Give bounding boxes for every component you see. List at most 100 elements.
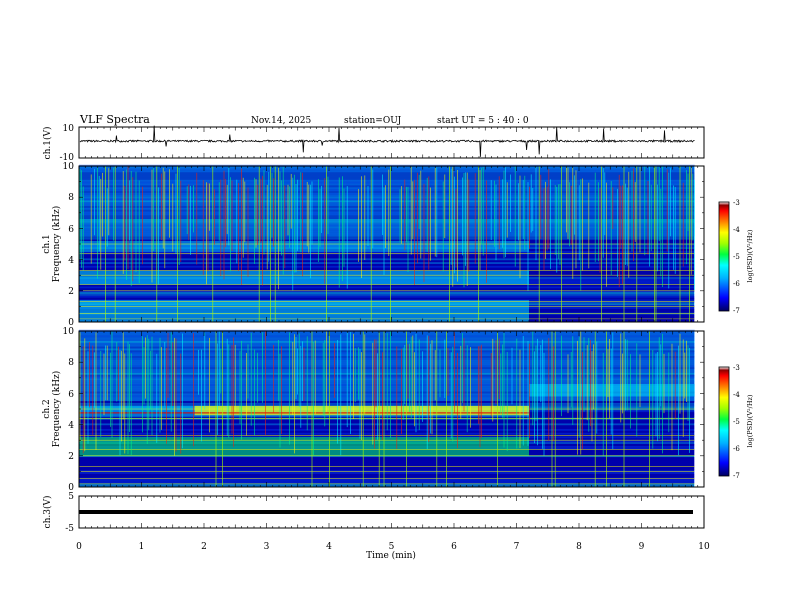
ch1-ytick-top: 10	[63, 124, 75, 134]
spectral-stripe	[79, 400, 695, 403]
ch1-spectrogram-ticks	[78, 165, 705, 323]
spectral-stripe	[79, 166, 695, 169]
ch2-cb-tick-m7: -7	[733, 472, 740, 480]
spectral-stripe	[79, 198, 695, 201]
spectral-stripe	[79, 464, 695, 467]
spectral-stripe	[79, 205, 695, 208]
spectral-stripe	[79, 365, 695, 368]
emission-band	[79, 270, 529, 285]
x-axis-label: Time (min)	[366, 550, 416, 561]
date-label: Nov.14, 2025	[251, 116, 312, 126]
ch1-cb-tick-m6: -6	[733, 280, 740, 288]
ch3-waveform-line	[79, 510, 693, 514]
spectral-stripe	[79, 331, 695, 334]
ch3-waveform-panel: 5 -5 ch.3(V)	[42, 492, 705, 534]
spectral-stripe	[79, 219, 695, 221]
spectral-stripe	[79, 457, 695, 459]
spectral-stripe	[79, 267, 695, 270]
xtick-10: 10	[698, 542, 710, 552]
ch1-cb-tick-m5: -5	[733, 253, 740, 261]
ch1-frequency-tick-labels: 0 2 4 6 8 10	[63, 162, 75, 328]
xtick-2: 2	[201, 542, 207, 552]
spectral-stripe	[79, 342, 695, 345]
ch2-cb-tick-m3: -3	[733, 364, 740, 372]
start-time-label: start UT = 5 : 40 : 0	[437, 116, 529, 126]
spectral-stripe	[79, 460, 695, 463]
spectral-stripe	[79, 213, 695, 216]
ch1-waveform-ylabel: ch.1(V)	[42, 127, 53, 160]
spectral-stripe	[79, 380, 695, 383]
spectral-stripe	[79, 174, 695, 176]
spectral-stripe	[79, 262, 695, 264]
spectral-stripe	[79, 230, 695, 233]
spectral-stripe	[79, 194, 695, 197]
spectral-stripe	[79, 376, 695, 379]
spectral-stripe	[79, 215, 695, 218]
spectral-stripe	[79, 473, 695, 476]
spectral-stripe	[79, 363, 695, 366]
xtick-9: 9	[639, 542, 645, 552]
spectral-stripe	[79, 399, 695, 401]
ch2-channel-label: ch.2	[42, 399, 52, 418]
ch2-ytick-6: 6	[68, 390, 74, 400]
ch1-ytick-0: 0	[68, 318, 74, 328]
ch2-ytick-4: 4	[68, 421, 74, 431]
spectral-stripe	[79, 423, 695, 426]
spectral-stripe	[79, 402, 695, 405]
spectral-stripe	[79, 458, 695, 461]
ch1-colorbar-label: log(PSD)(V²/Hz)	[746, 229, 754, 282]
spectral-stripe	[79, 404, 695, 407]
spectral-stripe	[79, 220, 695, 223]
spectral-stripe	[79, 175, 695, 178]
spectral-stripe	[79, 466, 695, 469]
xtick-0: 0	[76, 542, 82, 552]
spectral-stripe	[79, 293, 695, 296]
spectral-stripe	[79, 425, 695, 428]
ch2-colorbar-label: log(PSD)(V²/Hz)	[746, 394, 754, 447]
spectral-stripe	[79, 387, 695, 390]
spectral-stripe	[79, 393, 695, 396]
spectral-stripe	[79, 340, 695, 343]
spectral-stripe	[79, 485, 695, 487]
spectral-stripe	[79, 192, 695, 195]
spectral-stripe	[79, 179, 695, 182]
spectral-stripe	[79, 475, 695, 478]
ch1-ytick-10: 10	[63, 162, 75, 172]
spectral-stripe	[79, 384, 695, 386]
spectral-stripe	[79, 395, 695, 398]
ch2-spectrogram-marks	[79, 329, 695, 487]
spectral-stripe	[79, 202, 695, 205]
spectral-stripe	[79, 209, 695, 212]
xtick-4: 4	[326, 542, 332, 552]
spectral-stripe	[79, 237, 695, 240]
spectral-stripe	[79, 295, 695, 298]
ch2-spectrogram-panel: 0 2 4 6 8 10 ch.2 Frequency (kHz)	[42, 327, 705, 493]
ch2-ytick-10: 10	[63, 327, 75, 337]
spectral-stripe	[79, 382, 695, 385]
ch2-ytick-0: 0	[68, 483, 74, 493]
spectral-stripe	[79, 348, 695, 351]
spectral-stripe	[79, 370, 695, 373]
spectral-stripe	[79, 339, 695, 341]
spectral-stripe	[79, 344, 695, 347]
spectral-stripe	[79, 207, 695, 210]
xtick-1: 1	[139, 542, 145, 552]
spectral-stripe	[79, 183, 695, 186]
ch3-ytick-top: 5	[68, 492, 74, 502]
ch2-cb-tick-m6: -6	[733, 445, 740, 453]
spectral-stripe	[79, 378, 695, 381]
ch1-waveform-panel: 10 -10 ch.1(V)	[42, 124, 705, 163]
spectral-stripe	[79, 468, 695, 471]
emission-band	[79, 240, 529, 252]
ch1-ytick-8: 8	[68, 193, 74, 203]
ch2-cb-tick-m4: -4	[733, 391, 740, 399]
spectral-stripe	[79, 172, 695, 175]
ch1-ytick-4: 4	[68, 256, 74, 266]
ch2-colorbar-scale	[718, 366, 730, 477]
spectral-stripe	[79, 427, 695, 429]
ch1-cb-tick-m7: -7	[733, 307, 740, 315]
ch1-cb-tick-m3: -3	[733, 199, 740, 207]
xtick-7: 7	[514, 542, 520, 552]
spectral-stripe	[79, 263, 695, 266]
